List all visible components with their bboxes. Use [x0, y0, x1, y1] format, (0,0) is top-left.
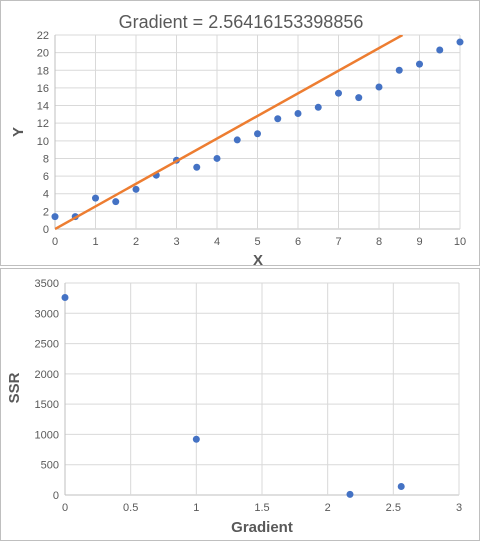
top-chart-data-point [314, 103, 322, 111]
top-chart-x-tick-label: 4 [214, 236, 220, 248]
top-chart-x-axis-title: X [253, 252, 263, 265]
bottom-chart-y-tick-label: 500 [41, 460, 59, 472]
bottom-chart-data-point [397, 483, 405, 491]
ssr-chart-panel: 0 500 1000 1500 2000 2500 3000 3500 0 0.5 1 1.5 2 2.5… [0, 268, 480, 541]
top-chart-data-point [274, 115, 282, 123]
bottom-chart-y-tick-label: 0 [53, 490, 59, 502]
top-chart-x-tick-label: 5 [254, 236, 260, 248]
top-chart-data-point [112, 198, 120, 206]
top-chart-data-point [92, 194, 99, 202]
top-chart-data-point [233, 136, 241, 144]
top-chart-data-point [456, 38, 464, 46]
top-chart-data-point [375, 83, 383, 91]
top-chart-x-tick-label: 7 [335, 236, 341, 248]
bottom-chart-x-tick-label: 2.5 [386, 502, 401, 514]
top-chart-y-tick-label: 12 [37, 118, 49, 130]
bottom-chart-data-point [61, 294, 69, 302]
bottom-chart-x-tick-label: 0 [62, 502, 68, 514]
top-chart-y-tick-label: 16 [37, 83, 49, 95]
top-chart-data-point [294, 109, 302, 117]
top-chart-fit-line [55, 35, 404, 231]
top-chart-y-tick-label: 6 [43, 171, 49, 183]
top-chart-data-point [436, 46, 444, 54]
top-chart-x-tick-label: 6 [295, 236, 301, 248]
top-chart-y-tick-label: 20 [37, 48, 49, 60]
top-chart-data-point [254, 130, 261, 138]
bottom-chart-data-point [346, 490, 354, 498]
top-chart-data-point [416, 60, 423, 68]
top-chart-y-tick-label: 14 [37, 101, 49, 113]
top-chart-data-point [132, 185, 140, 193]
top-chart-y-tick-label: 2 [43, 206, 49, 218]
top-chart-title: Gradient = 2.56416153398856 [119, 12, 364, 32]
top-chart-data-point [395, 66, 403, 74]
top-chart-data-point [213, 154, 221, 162]
top-chart-data-point [335, 89, 342, 97]
bottom-chart-x-tick-label: 1 [193, 502, 199, 514]
top-chart-y-axis-title: Y [10, 127, 27, 137]
bottom-chart-y-tick-label: 3500 [35, 278, 59, 290]
bottom-chart-y-tick-label: 2500 [35, 339, 59, 351]
top-chart-x-tick-label: 9 [416, 236, 422, 248]
top-chart-x-tick-label: 3 [173, 236, 179, 248]
top-chart-y-tick-label: 22 [37, 30, 49, 42]
bottom-chart-y-tick-label: 2000 [35, 369, 59, 381]
top-chart-y-tick-label: 0 [43, 224, 49, 236]
top-chart-data-point [355, 94, 363, 102]
top-chart-data-point [193, 163, 201, 171]
bottom-chart-x-axis-title: Gradient [231, 519, 293, 536]
top-chart-x-tick-label: 10 [454, 236, 466, 248]
bottom-chart-x-tick-label: 0.5 [123, 502, 138, 514]
bottom-chart-x-tick-label: 3 [456, 502, 462, 514]
top-chart-x-tick-label: 0 [52, 236, 58, 248]
bottom-chart-y-tick-label: 1000 [35, 429, 59, 441]
top-chart-x-tick-label: 1 [92, 236, 98, 248]
bottom-chart-y-axis-title: SSR [6, 372, 23, 403]
top-chart-data-point [51, 213, 59, 221]
top-chart-y-tick-label: 10 [37, 136, 49, 148]
top-chart-x-tick-label: 8 [376, 236, 382, 248]
bottom-chart-y-tick-label: 1500 [35, 399, 59, 411]
bottom-chart-x-tick-label: 2 [325, 502, 331, 514]
bottom-chart-x-tick-label: 1.5 [254, 502, 269, 514]
top-chart-y-tick-label: 4 [43, 189, 49, 201]
ssr-chart: 0 500 1000 1500 2000 2500 3000 3500 0 0.5 1 1.5 2 2.5… [6, 278, 462, 536]
gradient-fit-chart-panel: 0 2 4 6 8 10 12 14 16 18 20 22 0 1 2 3 4 5 6 7 8 9 10 Gradient … [0, 0, 480, 266]
top-chart-y-tick-label: 8 [43, 153, 49, 165]
bottom-chart-y-tick-label: 3000 [35, 308, 59, 320]
top-chart-x-tick-label: 2 [133, 236, 139, 248]
bottom-chart-data-point [192, 435, 200, 443]
top-chart-y-tick-label: 18 [37, 65, 49, 77]
